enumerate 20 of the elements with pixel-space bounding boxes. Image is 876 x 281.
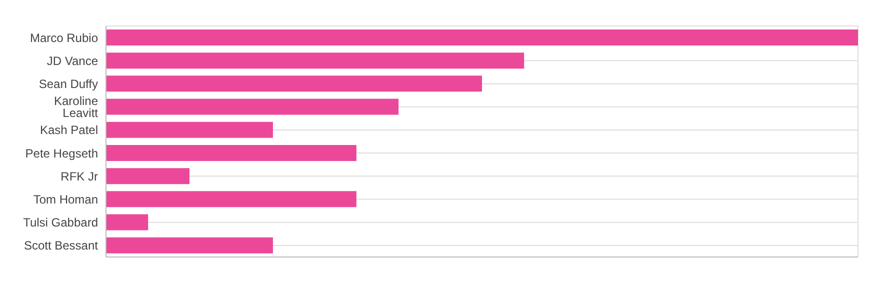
- y-tick-label: Karoline Leavitt: [54, 94, 99, 120]
- bar: [106, 122, 273, 138]
- bar: [106, 237, 273, 254]
- bar: [106, 98, 399, 115]
- bar: [106, 76, 482, 92]
- bar: [106, 144, 356, 161]
- y-tick-label: Tulsi Gabbard: [23, 216, 98, 230]
- bar: [106, 214, 148, 230]
- y-tick-label: Scott Bessant: [24, 238, 99, 253]
- y-tick-label: Marco Rubio: [30, 30, 98, 45]
- bar: [106, 191, 356, 208]
- y-tick-label: Pete Hegseth: [25, 146, 98, 160]
- bar: [106, 52, 524, 69]
- y-tick-label: Sean Duffy: [38, 77, 98, 92]
- bar: [106, 168, 190, 184]
- y-tick-label: Tom Homan: [33, 192, 98, 207]
- y-tick-label: JD Vance: [46, 54, 98, 68]
- y-tick-label: Kash Patel: [40, 123, 98, 138]
- y-tick-label: RFK Jr: [60, 169, 98, 184]
- bar: [106, 29, 858, 46]
